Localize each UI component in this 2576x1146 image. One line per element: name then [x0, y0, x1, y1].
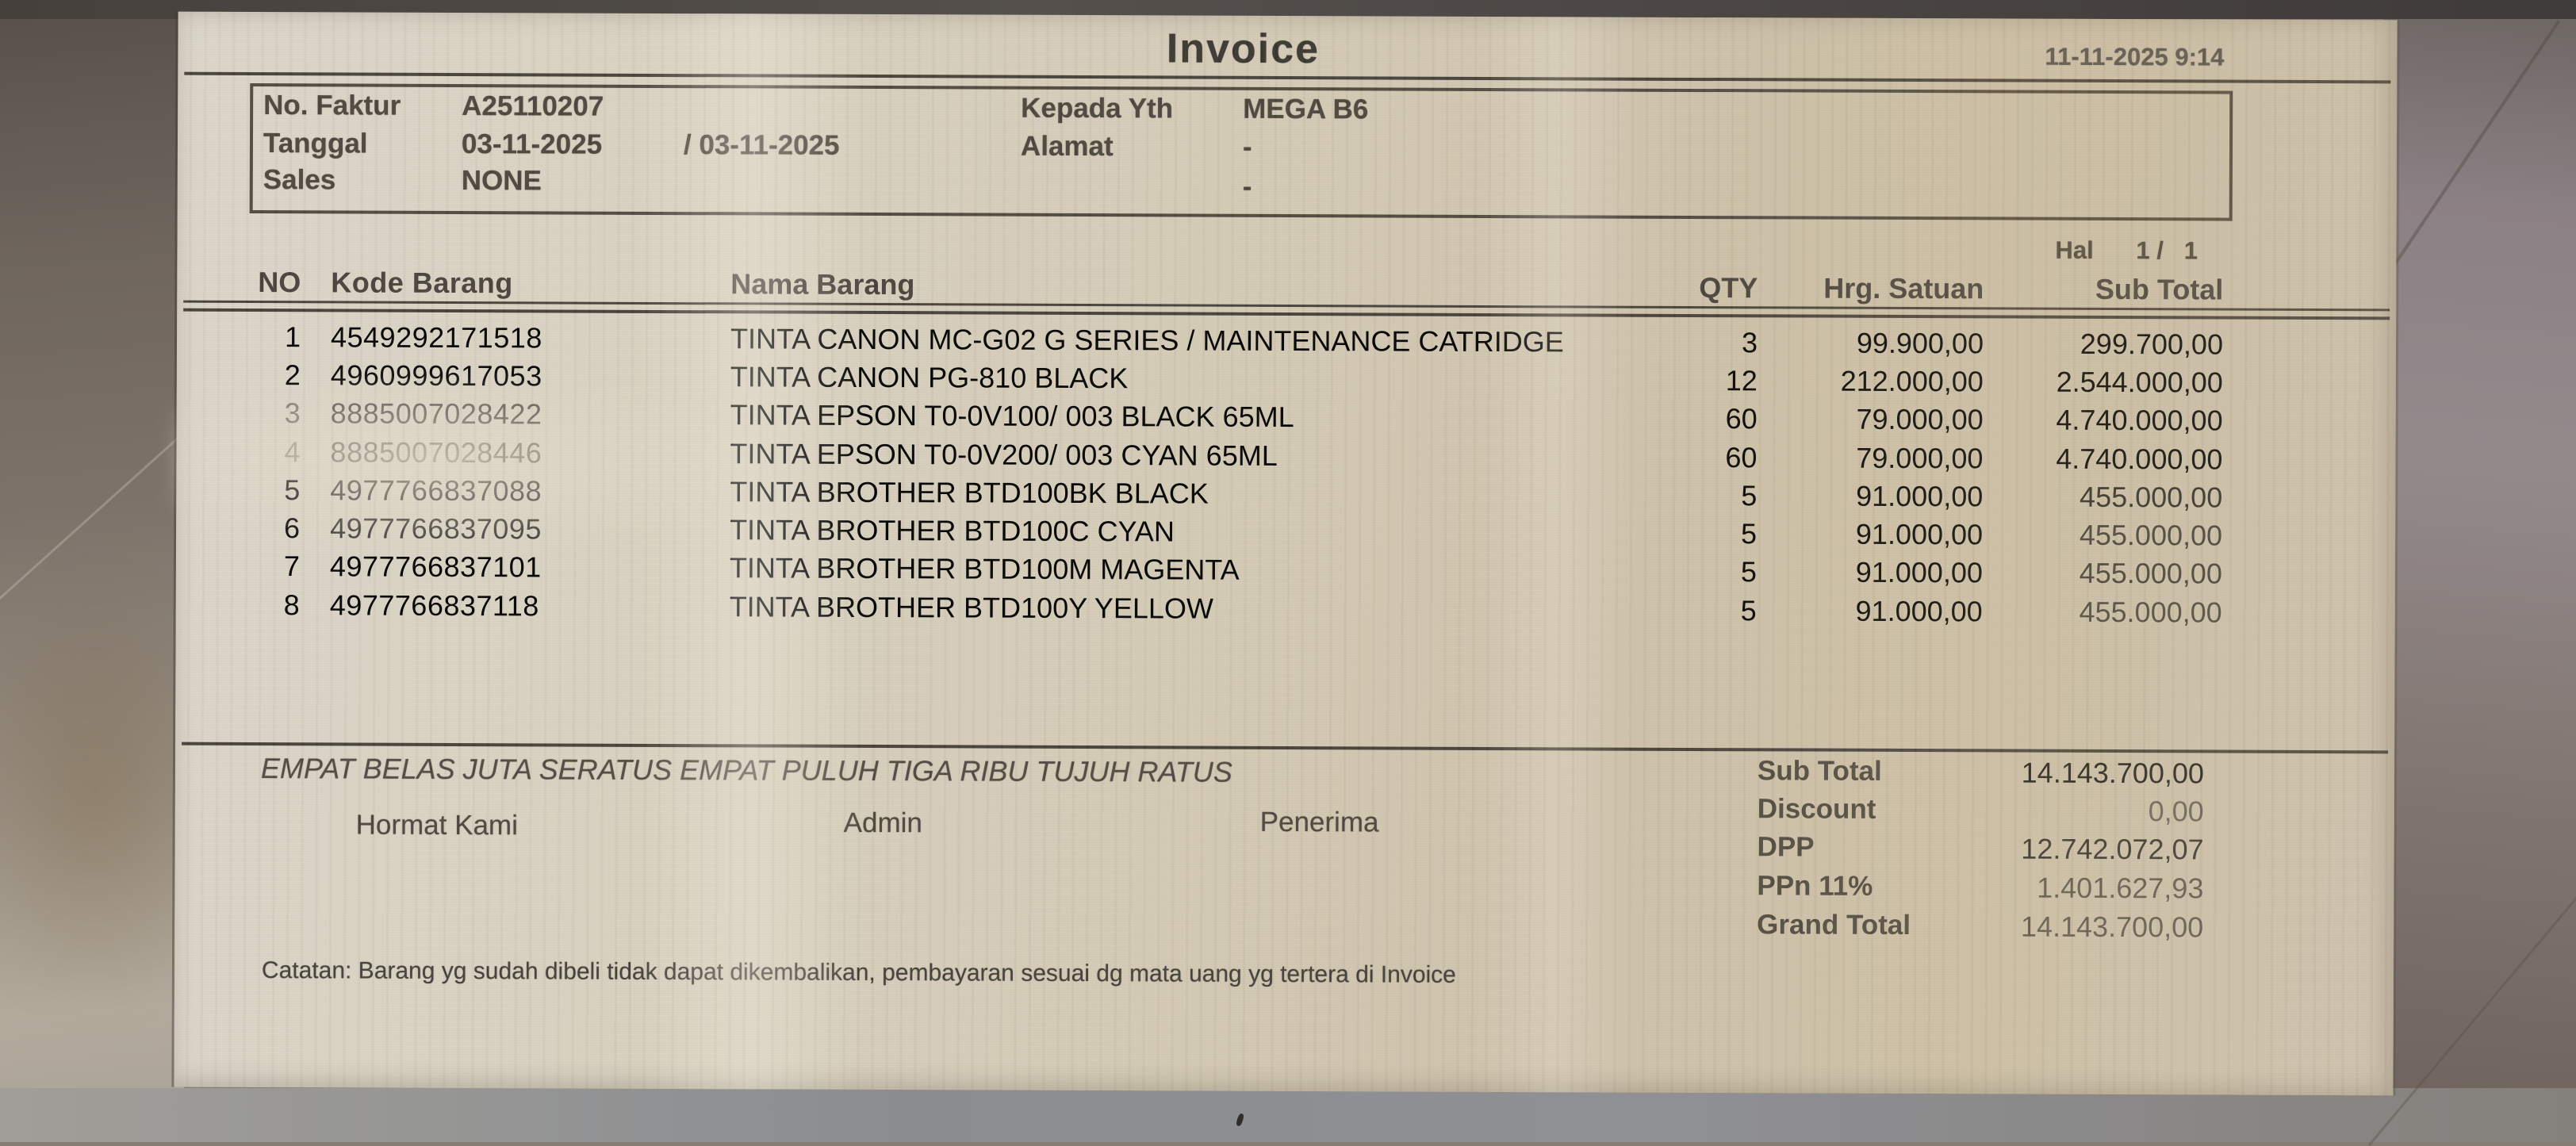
- totals-value: 14.143.700,00: [2021, 756, 2205, 790]
- cell-sub: 299.700,00: [2080, 327, 2224, 361]
- cell-kode: 8885007028422: [330, 397, 542, 431]
- col-hrg: Hrg. Satuan: [1823, 271, 1984, 305]
- terbilang-rule: [182, 742, 2389, 754]
- cell-kode: 4549292171518: [330, 320, 542, 355]
- totals-row-discount: Discount 0,00: [1757, 793, 2204, 828]
- signature-penerima: Penerima: [1259, 806, 1379, 838]
- totals-row-subtotal: Sub Total 14.143.700,00: [1757, 755, 2205, 790]
- table-header-row: NO Kode Barang Nama Barang QTY Hrg. Satu…: [248, 266, 2223, 307]
- cell-no: 4: [284, 435, 301, 469]
- cell-no: 3: [284, 397, 301, 430]
- alamat-label: Alamat: [1020, 130, 1114, 163]
- kepada-label: Kepada Yth: [1021, 92, 1174, 125]
- cell-sub: 455.000,00: [2079, 556, 2222, 590]
- alamat-value: -: [1242, 131, 1252, 163]
- cell-sub: 4.740.000,00: [2056, 442, 2223, 476]
- col-kode: Kode Barang: [331, 266, 513, 300]
- cell-nama: TINTA BROTHER BTD100C CYAN: [730, 513, 1175, 548]
- cell-nama: TINTA EPSON T0-0V100/ 003 BLACK 65ML: [730, 398, 1294, 434]
- invoice-page: Invoice 11-11-2025 9:14 No. Faktur A2511…: [168, 11, 2398, 1096]
- cell-kode: 4960999617053: [330, 358, 542, 393]
- cell-no: 6: [284, 512, 301, 545]
- table-row: 5 4977766837088 TINTA BROTHER BTD100BK BLA…: [247, 473, 2222, 515]
- cell-nama: TINTA BROTHER BTD100Y YELLOW: [729, 590, 1213, 625]
- backdrop-bottom: [0, 1088, 2576, 1142]
- table-row: 7 4977766837101 TINTA BROTHER BTD100M MAGE…: [247, 550, 2222, 591]
- cell-hrg: 91.000,00: [1855, 594, 1983, 628]
- cell-no: 5: [284, 473, 301, 507]
- cell-no: 7: [283, 550, 301, 583]
- totals-value: 1.401.627,93: [2037, 871, 2204, 905]
- hal-value: 1 / 1: [2136, 236, 2198, 265]
- cell-nama: TINTA EPSON T0-0V200/ 003 CYAN 65ML: [730, 437, 1278, 472]
- totals-label: Grand Total: [1757, 909, 1911, 941]
- cell-nama: TINTA BROTHER BTD100BK BLACK: [730, 475, 1209, 510]
- signature-admin: Admin: [843, 807, 922, 839]
- cell-hrg: 79.000,00: [1856, 402, 1984, 436]
- cell-sub: 455.000,00: [2079, 518, 2223, 552]
- no-faktur-value: A25110207: [462, 90, 604, 122]
- totals-label: PPn 11%: [1757, 870, 1873, 902]
- cell-hrg: 91.000,00: [1855, 517, 1984, 551]
- cell-nama: TINTA CANON PG-810 BLACK: [730, 360, 1129, 395]
- cell-hrg: 79.000,00: [1856, 441, 1984, 475]
- cell-nama: TINTA BROTHER BTD100M MAGENTA: [729, 551, 1240, 586]
- totals-row-grand-total: Grand Total 14.143.700,00: [1757, 909, 2204, 944]
- totals-label: Discount: [1757, 793, 1876, 825]
- table-row: 8 4977766837118 TINTA BROTHER BTD100Y YELL…: [247, 588, 2222, 630]
- cell-hrg: 99.900,00: [1856, 326, 1984, 360]
- table-row: 6 4977766837095 TINTA BROTHER BTD100C CYAN…: [247, 512, 2222, 553]
- totals-value: 0,00: [2148, 795, 2204, 828]
- tanggal-value-2: / 03-11-2025: [683, 129, 840, 161]
- cell-nama: TINTA CANON MC-G02 G SERIES / MAINTENANC…: [730, 322, 1564, 358]
- cell-kode: 8885007028446: [330, 435, 542, 470]
- cell-no: 2: [284, 358, 301, 392]
- totals-row-ppn: PPn 11% 1.401.627,93: [1757, 870, 2204, 905]
- no-faktur-label: No. Faktur: [263, 90, 401, 121]
- totals-row-dpp: DPP 12.742.072,07: [1757, 831, 2204, 866]
- totals-value: 14.143.700,00: [2020, 910, 2204, 944]
- table-row: 4 8885007028446 TINTA EPSON T0-0V200/ 003 …: [247, 435, 2222, 477]
- table-row: 3 8885007028422 TINTA EPSON T0-0V100/ 003 …: [248, 397, 2223, 438]
- col-subtot: Sub Total: [2095, 272, 2224, 306]
- cell-no: 8: [283, 588, 300, 622]
- totals-label: Sub Total: [1757, 755, 1882, 787]
- tanggal-label: Tanggal: [263, 128, 368, 159]
- signature-hormat-kami: Hormat Kami: [355, 809, 518, 841]
- sales-value: NONE: [461, 165, 542, 197]
- title-underline: [184, 71, 2391, 84]
- hal-label: Hal: [2055, 236, 2094, 264]
- col-no: NO: [258, 266, 301, 299]
- table-row: 1 4549292171518 TINTA CANON MC-G02 G SERIE…: [248, 320, 2223, 362]
- kepada-value: MEGA B6: [1243, 93, 1369, 125]
- cell-hrg: 212.000,00: [1840, 364, 1984, 398]
- sales-label: Sales: [263, 164, 336, 196]
- cell-sub: 455.000,00: [2079, 595, 2222, 629]
- header-rule-bottom: [183, 308, 2390, 320]
- alamat-value-2: -: [1242, 171, 1252, 202]
- backdrop-right: [2383, 0, 2576, 1142]
- cell-sub: 455.000,00: [2080, 480, 2223, 514]
- note-text: Catatan: Barang yg sudah dibeli tidak da…: [261, 957, 1456, 988]
- totals-label: DPP: [1757, 831, 1815, 863]
- col-nama: Nama Barang: [730, 267, 915, 301]
- cell-sub: 4.740.000,00: [2056, 403, 2223, 437]
- cell-hrg: 91.000,00: [1856, 479, 1984, 513]
- cell-kode: 4977766837088: [330, 473, 542, 508]
- table-row: 2 4960999617053 TINTA CANON PG-810 BLACK 12…: [248, 358, 2223, 400]
- tanggal-value: 03-11-2025: [461, 128, 603, 160]
- backdrop-left: [0, 0, 184, 1142]
- invoice-title: Invoice: [1166, 25, 1321, 73]
- cell-kode: 4977766837095: [330, 512, 542, 546]
- cell-sub: 2.544.000,00: [2056, 365, 2223, 399]
- terbilang-text: EMPAT BELAS JUTA SERATUS EMPAT PULUH TIG…: [260, 752, 1232, 788]
- cell-kode: 4977766837118: [329, 588, 539, 623]
- cell-no: 1: [284, 320, 301, 354]
- totals-value: 12.742.072,07: [2021, 832, 2204, 866]
- cell-kode: 4977766837101: [329, 550, 542, 584]
- printed-datetime: 11-11-2025 9:14: [2045, 42, 2225, 71]
- cell-hrg: 91.000,00: [1855, 555, 1983, 589]
